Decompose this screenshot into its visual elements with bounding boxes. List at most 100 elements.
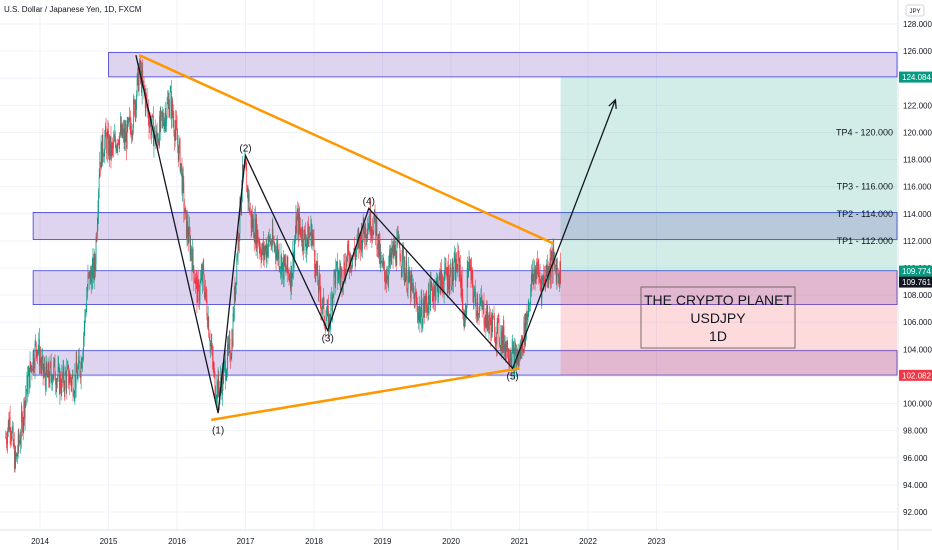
candle-body bbox=[185, 208, 187, 211]
candle-body bbox=[53, 358, 55, 363]
candle-body bbox=[19, 440, 21, 444]
currency-box[interactable] bbox=[905, 4, 925, 17]
candle-body bbox=[469, 261, 471, 265]
wave-label: (5) bbox=[507, 371, 519, 382]
candle-body bbox=[394, 245, 396, 255]
candle-body bbox=[133, 100, 134, 129]
candle-body bbox=[142, 70, 144, 81]
candle-body bbox=[354, 254, 356, 261]
candle-body bbox=[333, 271, 335, 296]
candle-body bbox=[402, 245, 404, 253]
candle-body bbox=[181, 163, 182, 166]
candle-body bbox=[40, 358, 41, 363]
candle-body bbox=[123, 128, 124, 133]
candle-body bbox=[432, 294, 434, 301]
candle-body bbox=[514, 348, 515, 374]
time-axis[interactable]: 2014 2015 2016 2017 2018 2019 2020 2021 2022 2023 bbox=[31, 537, 666, 546]
candle-body bbox=[130, 126, 132, 136]
candle-body bbox=[433, 286, 435, 293]
candle-body bbox=[247, 186, 248, 193]
y-tick-label: 126.000 bbox=[903, 47, 932, 56]
candle-body bbox=[46, 363, 48, 374]
candle-body bbox=[509, 358, 511, 361]
candle-body bbox=[514, 348, 516, 351]
candle-body bbox=[38, 338, 40, 350]
candle-body bbox=[88, 271, 90, 274]
target-box bbox=[560, 77, 897, 376]
candle-body bbox=[288, 270, 289, 273]
candle-body bbox=[170, 91, 172, 92]
candle-body bbox=[257, 230, 259, 243]
candle-body bbox=[212, 357, 214, 369]
candle-body bbox=[218, 375, 220, 390]
candle-body bbox=[491, 314, 492, 338]
candle-body bbox=[237, 256, 238, 258]
candle-body bbox=[375, 218, 376, 235]
price-tag-bg bbox=[899, 276, 932, 288]
candle-body bbox=[294, 235, 296, 243]
candle-body bbox=[362, 239, 363, 249]
candle-body bbox=[379, 239, 380, 256]
candle-body bbox=[509, 358, 510, 364]
candle-body bbox=[275, 253, 277, 259]
candle-body bbox=[387, 278, 389, 280]
candle-body bbox=[122, 132, 124, 137]
candle-body bbox=[164, 112, 166, 120]
candle-body bbox=[311, 223, 312, 247]
candle-body bbox=[439, 270, 441, 275]
candle-body bbox=[32, 370, 33, 372]
candle-body bbox=[416, 302, 418, 303]
candle-body bbox=[74, 375, 76, 395]
candle-body bbox=[299, 226, 301, 229]
candle-body bbox=[338, 270, 340, 279]
candle-body bbox=[380, 255, 382, 261]
candle-body bbox=[428, 283, 430, 298]
candle-body bbox=[417, 302, 418, 313]
candle-body bbox=[541, 279, 543, 298]
candle-body bbox=[558, 275, 560, 277]
candle-body bbox=[358, 236, 360, 249]
candle-body bbox=[89, 271, 91, 285]
candle-body bbox=[61, 373, 63, 393]
candle-body bbox=[9, 417, 11, 433]
candle-body bbox=[387, 275, 388, 279]
candle-body bbox=[103, 154, 105, 157]
take-profit-label: TP1 - 112.000 bbox=[837, 236, 893, 246]
candle-body bbox=[385, 280, 386, 283]
candle-body bbox=[336, 262, 337, 267]
triangle-pattern bbox=[138, 54, 555, 422]
candle-body bbox=[458, 250, 459, 255]
candle-body bbox=[256, 230, 258, 248]
y-tick-label: 104.000 bbox=[903, 345, 932, 354]
candle-body bbox=[347, 244, 349, 251]
candle-body bbox=[507, 357, 509, 360]
candle-body bbox=[144, 92, 146, 109]
candle-body bbox=[148, 118, 150, 128]
candle-body bbox=[225, 361, 226, 381]
candle-body bbox=[407, 275, 409, 290]
candle-body bbox=[159, 116, 160, 146]
candle-body bbox=[10, 432, 12, 436]
candle-body bbox=[72, 375, 74, 396]
zone-rect bbox=[108, 52, 898, 78]
candle-body bbox=[86, 297, 88, 312]
candle-body bbox=[125, 132, 127, 143]
candle-body bbox=[166, 117, 167, 127]
candle-body bbox=[549, 257, 551, 274]
candle-body bbox=[59, 375, 61, 394]
candle-body bbox=[415, 292, 416, 295]
candle-body bbox=[42, 355, 43, 361]
candle-body bbox=[285, 264, 286, 266]
candle-body bbox=[560, 261, 561, 284]
candle-body bbox=[179, 140, 180, 143]
candle-body bbox=[121, 122, 123, 137]
candle-body bbox=[313, 235, 315, 251]
candle-body bbox=[385, 280, 387, 283]
candle-body bbox=[67, 365, 69, 366]
candle-body bbox=[6, 437, 7, 443]
y-tick-label: 96.000 bbox=[903, 454, 928, 463]
candle-body bbox=[93, 257, 95, 279]
candle-body bbox=[128, 118, 130, 121]
candle-body bbox=[253, 237, 255, 242]
